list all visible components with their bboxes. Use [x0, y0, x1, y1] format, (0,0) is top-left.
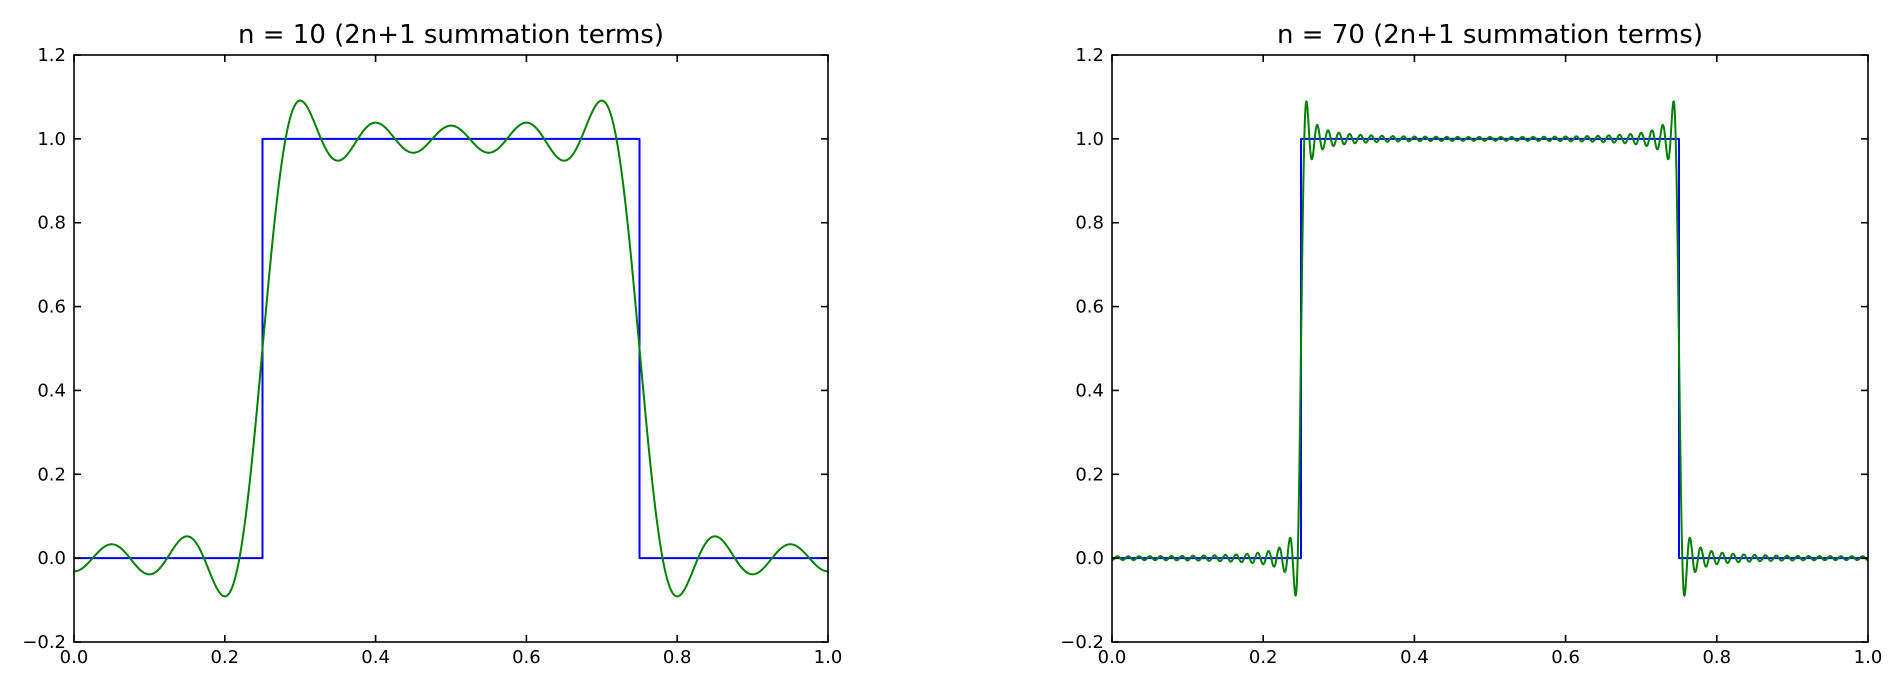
y-tick-label: 0.8	[1075, 213, 1104, 234]
y-tick-label: 0.6	[1075, 297, 1104, 318]
x-tick-label: 0.0	[1098, 647, 1127, 668]
fourier-partial-sum-line	[73, 99, 829, 598]
square-wave-line	[1112, 137, 1868, 560]
y-tick-label: 1.2	[1075, 45, 1104, 66]
subplot-right: 0.0 0.2 0.4 0.6 0.8 1.0−0.20.00.20.40.60.81.0…	[1060, 20, 1882, 668]
x-tick-label: 0.8	[663, 647, 692, 668]
y-tick-label: 1.0	[1075, 129, 1104, 150]
y-tick-label: 0.6	[37, 297, 66, 318]
x-tick-label: 0.2	[210, 647, 239, 668]
x-tick-label: 0.8	[1702, 647, 1731, 668]
x-tick-label: 0.0	[60, 647, 89, 668]
y-tick-label: 0.4	[1075, 380, 1104, 401]
y-tick-label: 0.0	[1075, 548, 1104, 569]
y-tick-label: 0.8	[37, 213, 66, 234]
y-tick-label: −0.2	[1060, 632, 1104, 653]
y-tick-label: 0.2	[1075, 464, 1104, 485]
y-tick-label: 0.4	[37, 380, 66, 401]
x-tick-label: 1.0	[814, 647, 843, 668]
axes-frame	[1111, 54, 1869, 643]
plot-title: n = 10 (2n+1 summation terms)	[238, 20, 664, 50]
square-wave-line	[74, 137, 828, 560]
x-tick-label: 0.2	[1249, 647, 1278, 668]
y-tick-label: 0.0	[37, 548, 66, 569]
plot-title: n = 70 (2n+1 summation terms)	[1277, 20, 1703, 50]
x-tick-label: 0.6	[512, 647, 541, 668]
x-tick-label: 0.4	[361, 647, 390, 668]
y-tick-label: 0.2	[37, 464, 66, 485]
subplot-left: 0.0 0.2 0.4 0.6 0.8 1.0−0.20.00.20.40.60.81.0…	[22, 20, 842, 668]
y-tick-label: 1.2	[37, 45, 66, 66]
axes-frame	[73, 54, 829, 643]
x-tick-label: 0.4	[1400, 647, 1429, 668]
y-tick-label: 1.0	[37, 129, 66, 150]
x-tick-label: 1.0	[1854, 647, 1883, 668]
y-tick-label: −0.2	[22, 632, 66, 653]
fourier-partial-sum-line	[1111, 100, 1869, 597]
x-tick-label: 0.6	[1551, 647, 1580, 668]
